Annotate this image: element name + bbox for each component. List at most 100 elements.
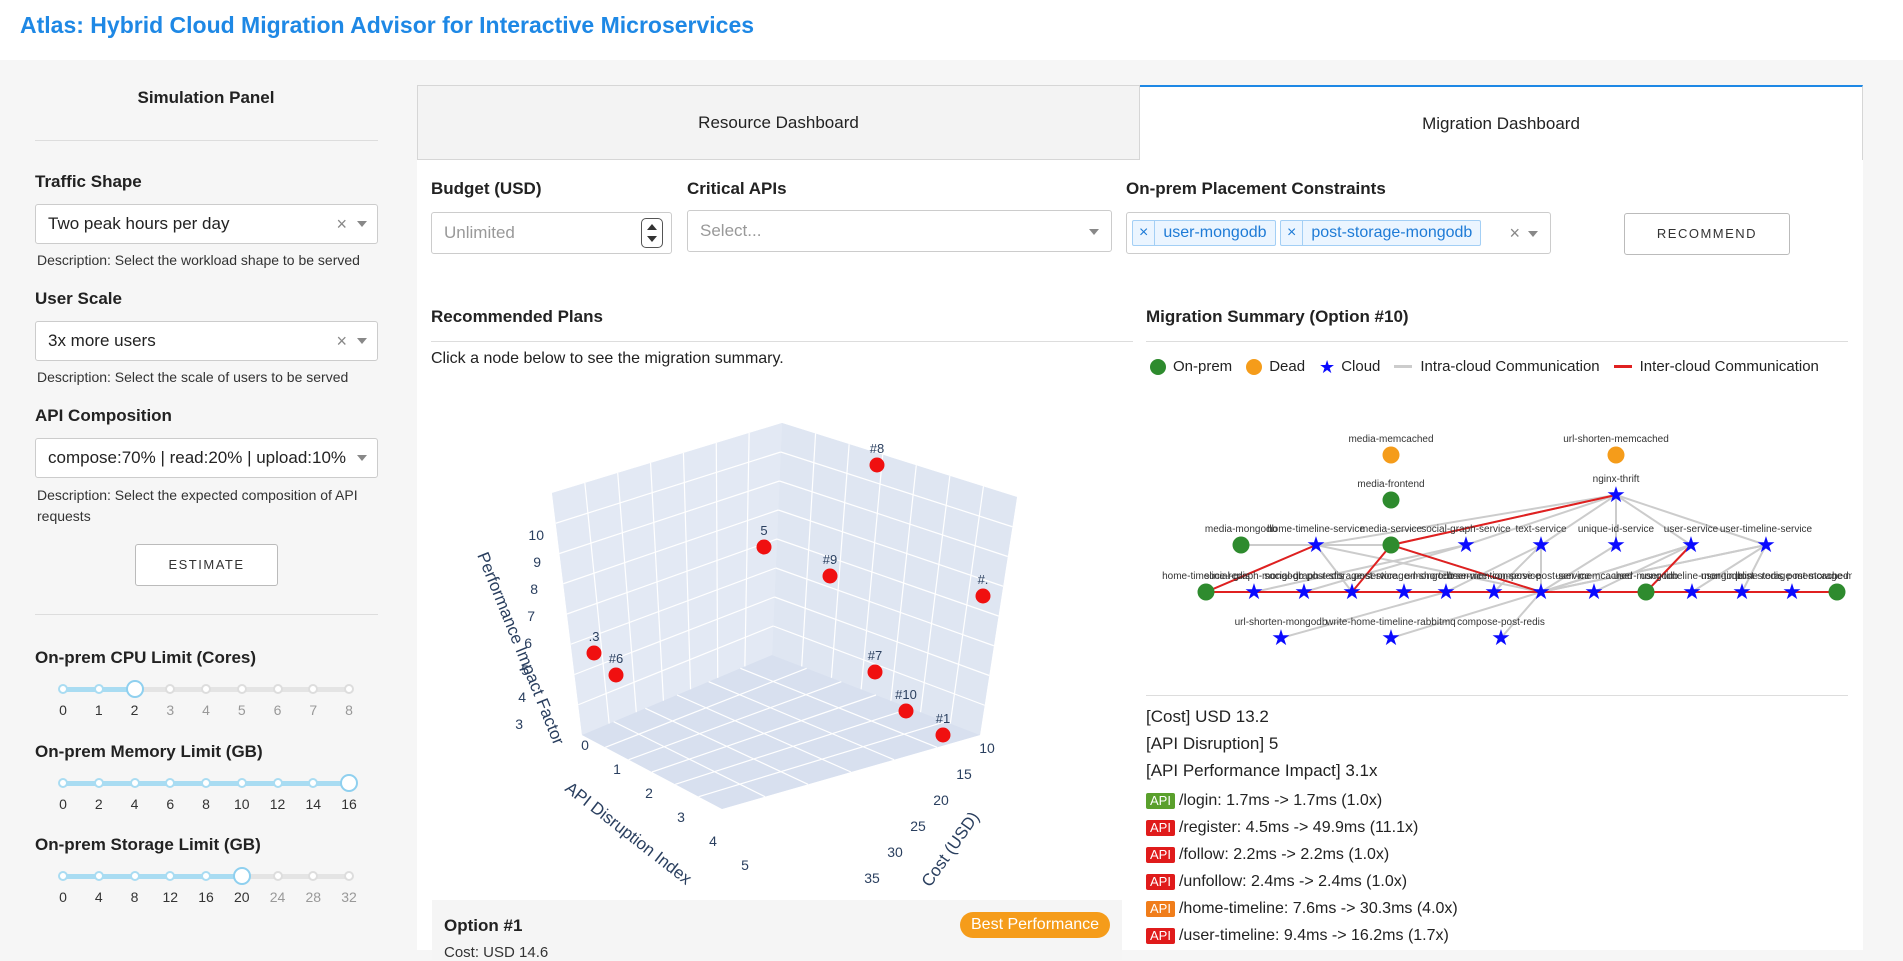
- cpu-limit-slider[interactable]: 0 1 2 3 4 5 6 7 8: [58, 680, 354, 720]
- service-node[interactable]: ★: [1244, 580, 1264, 605]
- service-node[interactable]: ★: [1484, 580, 1504, 605]
- traffic-shape-select[interactable]: Two peak hours per day ×: [35, 204, 378, 244]
- clear-icon[interactable]: ×: [1509, 223, 1520, 243]
- service-node[interactable]: ★: [1732, 580, 1752, 605]
- slider-step-dot[interactable]: [129, 871, 140, 881]
- slider-step-dot[interactable]: [58, 871, 68, 881]
- slider-tick-label: 12: [162, 889, 179, 905]
- service-node[interactable]: ★: [1294, 580, 1314, 605]
- service-node[interactable]: ★: [1381, 626, 1401, 651]
- plan-point-label: #1: [936, 711, 950, 726]
- remove-icon[interactable]: ×: [1133, 221, 1156, 245]
- constraint-chip[interactable]: × user-mongodb: [1132, 220, 1276, 246]
- slider-step-dot[interactable]: [308, 871, 319, 881]
- slider-step-dot[interactable]: [165, 871, 176, 881]
- service-node[interactable]: ★: [1782, 580, 1802, 605]
- service-graph[interactable]: media-memcached url-shorten-memcached medi…: [1146, 420, 1852, 660]
- service-node[interactable]: [1382, 491, 1400, 509]
- service-node[interactable]: ★: [1342, 580, 1362, 605]
- service-node[interactable]: ★: [1682, 580, 1702, 605]
- slider-step-dot[interactable]: [272, 684, 283, 694]
- constraints-select[interactable]: × user-mongodb × post-storage-mongodb ×: [1126, 212, 1551, 254]
- critical-apis-select[interactable]: Select...: [687, 210, 1112, 252]
- slider-step-dot[interactable]: [308, 778, 319, 788]
- budget-input[interactable]: Unlimited: [431, 212, 672, 254]
- slider-step-dot[interactable]: [344, 684, 354, 694]
- estimate-button[interactable]: ESTIMATE: [135, 544, 278, 586]
- chevron-down-icon[interactable]: [1528, 231, 1538, 237]
- slider-step-dot[interactable]: [344, 871, 354, 881]
- plan-point[interactable]: [867, 664, 883, 680]
- slider-step-dot[interactable]: [93, 684, 104, 694]
- service-node[interactable]: [1828, 583, 1846, 601]
- service-node[interactable]: ★: [1584, 580, 1604, 605]
- clear-icon[interactable]: ×: [336, 331, 347, 351]
- slider-step-dot[interactable]: [236, 684, 247, 694]
- service-node[interactable]: ★: [1271, 626, 1291, 651]
- recommend-button[interactable]: RECOMMEND: [1624, 213, 1790, 255]
- service-node[interactable]: ★: [1531, 580, 1551, 605]
- slider-handle[interactable]: [340, 774, 358, 792]
- slider-step-dot[interactable]: [201, 871, 211, 881]
- plan-point[interactable]: [898, 703, 914, 719]
- slider-step-dot[interactable]: [58, 684, 68, 694]
- constraint-chip[interactable]: × post-storage-mongodb: [1280, 220, 1482, 246]
- service-node[interactable]: ★: [1491, 626, 1511, 651]
- slider-step-dot[interactable]: [93, 778, 104, 788]
- chevron-down-icon[interactable]: [1089, 229, 1099, 235]
- stepper-icon[interactable]: [641, 218, 663, 248]
- service-node[interactable]: ★: [1394, 580, 1414, 605]
- plan-point[interactable]: [935, 727, 951, 743]
- slider-step-dot[interactable]: [58, 778, 68, 788]
- slider-step-dot[interactable]: [201, 684, 211, 694]
- service-node[interactable]: ★: [1531, 533, 1551, 558]
- slider-step-dot[interactable]: [165, 684, 176, 694]
- service-node[interactable]: ★: [1681, 533, 1701, 558]
- graph-nodes[interactable]: media-memcached url-shorten-memcached medi…: [1162, 434, 1852, 651]
- plan-point[interactable]: [869, 457, 885, 473]
- divider: [1146, 695, 1848, 696]
- user-scale-select[interactable]: 3x more users ×: [35, 321, 378, 361]
- service-node[interactable]: ★: [1306, 533, 1326, 558]
- slider-step-dot[interactable]: [272, 778, 283, 788]
- slider-step-dot[interactable]: [236, 778, 247, 788]
- service-node[interactable]: ★: [1756, 533, 1776, 558]
- slider-handle[interactable]: [125, 680, 144, 698]
- service-node[interactable]: [1382, 536, 1400, 554]
- service-node[interactable]: [1232, 536, 1250, 554]
- slider-step-dot[interactable]: [93, 871, 104, 881]
- api-composition-select[interactable]: compose:70% | read:20% | upload:10%: [35, 438, 378, 478]
- slider-step-dot[interactable]: [308, 684, 319, 694]
- tab-migration-dashboard[interactable]: Migration Dashboard: [1140, 85, 1863, 160]
- plans-scatter-chart[interactable]: #85#9#..3#6 #7#10#1 109876543012345101520…: [432, 395, 1032, 890]
- service-node[interactable]: [1607, 446, 1625, 464]
- slider-step-dot[interactable]: [201, 778, 211, 788]
- plan-point[interactable]: [756, 539, 772, 555]
- slider-step-dot[interactable]: [272, 871, 283, 881]
- chevron-down-icon[interactable]: [357, 455, 367, 461]
- slider-step-dot[interactable]: [165, 778, 176, 788]
- service-node[interactable]: ★: [1606, 533, 1626, 558]
- plan-point[interactable]: [975, 588, 991, 604]
- memory-limit-slider[interactable]: 0 2 4 6 8 10 12 14 16: [58, 774, 358, 814]
- service-node[interactable]: [1382, 446, 1400, 464]
- plan-point[interactable]: [822, 568, 838, 584]
- storage-limit-slider[interactable]: 0 4 8 12 16 20 24 28 32: [58, 867, 357, 907]
- service-node[interactable]: ★: [1436, 580, 1456, 605]
- option-card[interactable]: Option #1 Best Performance Cost: USD 14.…: [432, 900, 1122, 961]
- remove-icon[interactable]: ×: [1281, 221, 1304, 245]
- clear-icon[interactable]: ×: [336, 214, 347, 234]
- plan-point[interactable]: [586, 645, 602, 661]
- data-points[interactable]: #8 5 #9 #. .3 #6 #7 #10 #1: [586, 441, 991, 743]
- service-node[interactable]: [1197, 583, 1215, 601]
- slider-handle[interactable]: [232, 867, 251, 885]
- service-node[interactable]: ★: [1606, 483, 1626, 508]
- chevron-down-icon[interactable]: [357, 338, 367, 344]
- service-node[interactable]: ★: [1456, 533, 1476, 558]
- service-node[interactable]: [1637, 583, 1655, 601]
- chevron-down-icon[interactable]: [357, 221, 367, 227]
- y-tick-label: 0: [581, 737, 589, 753]
- plan-point[interactable]: [608, 667, 624, 683]
- tab-resource-dashboard[interactable]: Resource Dashboard: [417, 85, 1140, 160]
- slider-step-dot[interactable]: [129, 778, 140, 788]
